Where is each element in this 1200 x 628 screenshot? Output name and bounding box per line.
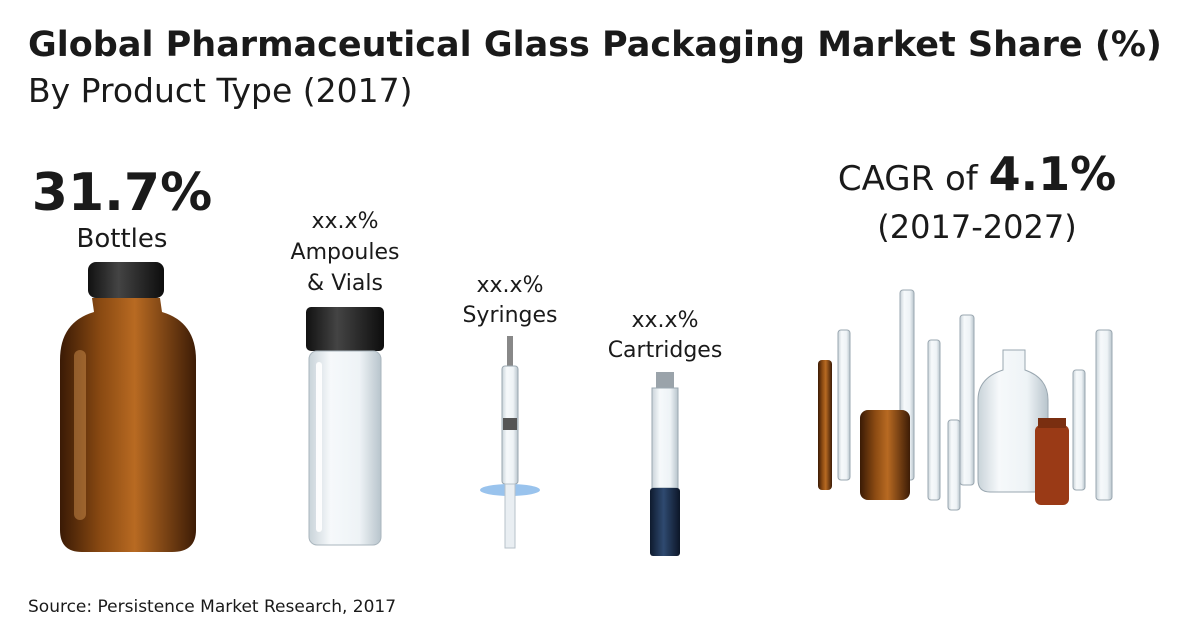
illustration-shape (1072, 369, 1086, 491)
cagr-value: 4.1% (989, 147, 1117, 201)
illustration-shape (837, 329, 851, 481)
product-label: Bottles (77, 224, 168, 254)
share-value: xx.x% (477, 273, 544, 298)
cartridge-illustration (650, 372, 680, 556)
syringe-illustration (480, 336, 540, 549)
product-label: Ampoules (291, 240, 400, 265)
illustration-shape (656, 372, 674, 388)
glassware-illustration (818, 289, 1113, 511)
illustration-shape (60, 298, 196, 552)
illustration-shape (1035, 425, 1069, 505)
illustration-shape (308, 350, 382, 546)
illustration-shape (959, 314, 975, 486)
product-label: Syringes (462, 303, 557, 328)
illustration-shape (651, 387, 679, 489)
source: Source: Persistence Market Research, 201… (28, 597, 396, 617)
illustration-shape (650, 488, 680, 556)
bottle-illustration (60, 262, 196, 552)
product-label: & Vials (307, 271, 383, 296)
illustration-shape (860, 410, 910, 500)
illustration-shape (947, 419, 961, 511)
share-value: xx.x% (312, 209, 379, 234)
vial-illustration (306, 307, 384, 546)
subtitle: By Product Type (2017) (28, 71, 412, 110)
illustration-shape (507, 336, 513, 366)
illustration-shape (818, 360, 832, 490)
share-value: 31.7% (32, 163, 212, 223)
cagr-period: (2017-2027) (877, 208, 1076, 246)
cagr-prefix: CAGR of (838, 159, 979, 199)
illustration-shape (503, 418, 517, 430)
cagr-line: CAGR of 4.1% (838, 147, 1116, 201)
illustration-shape (504, 483, 516, 549)
share-value: xx.x% (632, 308, 699, 333)
title: Global Pharmaceutical Glass Packaging Ma… (28, 25, 1162, 65)
illustration-shape (316, 362, 322, 532)
illustration-shape (306, 307, 384, 351)
product-label: Cartridges (608, 338, 723, 363)
illustration-shape (1038, 418, 1066, 428)
illustration-shape (1095, 329, 1113, 501)
illustration-shape (927, 339, 941, 501)
illustration-shape (88, 262, 164, 298)
illustration-shape (74, 350, 86, 520)
